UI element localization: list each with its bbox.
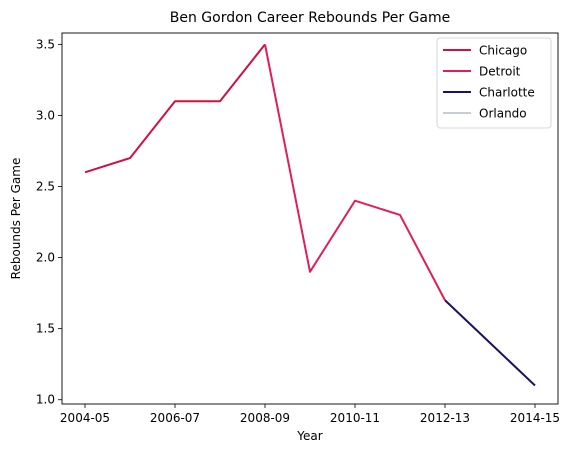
series-layer xyxy=(84,43,536,387)
y-tick-label: 2.0 xyxy=(36,251,55,265)
y-tick-label: 1.0 xyxy=(36,393,55,407)
x-axis-label: Year xyxy=(296,429,322,443)
y-axis: 1.0 1.5 2.0 2.5 3.0 3.5 xyxy=(36,37,62,407)
y-axis-label: Rebounds Per Game xyxy=(9,158,23,280)
x-tick-label: 2014-15 xyxy=(510,411,560,425)
legend-label-orlando: Orlando xyxy=(479,107,527,121)
y-tick-label: 3.5 xyxy=(36,37,55,51)
legend-box xyxy=(436,37,552,129)
chart-title: Ben Gordon Career Rebounds Per Game xyxy=(170,10,450,26)
legend-label-charlotte: Charlotte xyxy=(479,86,535,100)
x-axis: 2004-05 2006-07 2008-09 2010-11 2012-13 2014-… xyxy=(60,404,560,425)
x-tick-label: 2012-13 xyxy=(420,411,470,425)
y-tick-label: 1.5 xyxy=(36,322,55,336)
series-line-detroit xyxy=(264,44,446,301)
plot-area xyxy=(61,32,559,405)
plot-frame xyxy=(61,32,559,405)
series-line-charlotte xyxy=(444,299,536,387)
x-tick-label: 2004-05 xyxy=(60,411,110,425)
y-tick-label: 3.0 xyxy=(36,108,55,122)
x-tick-label: 2008-09 xyxy=(240,411,290,425)
legend-label-chicago: Chicago xyxy=(479,44,527,58)
legend: Chicago Detroit Charlotte Orlando xyxy=(436,37,552,129)
series-line-chicago xyxy=(84,43,266,174)
legend-label-detroit: Detroit xyxy=(479,65,521,79)
x-tick-label: 2006-07 xyxy=(150,411,200,425)
y-tick-label: 2.5 xyxy=(36,180,55,194)
x-tick-label: 2010-11 xyxy=(330,411,380,425)
